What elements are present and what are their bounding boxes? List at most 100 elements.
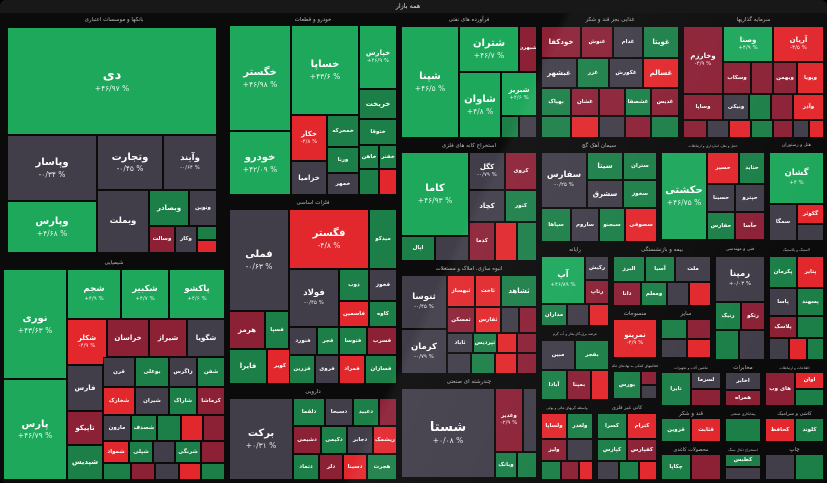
tile-فروی[interactable]: فروی — [316, 356, 338, 383]
tile[interactable] — [436, 237, 468, 260]
tile[interactable] — [662, 320, 686, 338]
tile[interactable] — [770, 339, 788, 359]
tile-حفارس[interactable]: حفارس — [708, 213, 734, 239]
tile-قرن[interactable]: قرن — [104, 358, 134, 386]
tile[interactable] — [688, 320, 710, 338]
tile-دسینا[interactable]: دسینا — [344, 455, 366, 479]
tile-فارس[interactable]: فارس — [68, 366, 102, 410]
tile-شتران[interactable]: شتران +۴۶/۷ % — [460, 27, 518, 71]
tile-فسرب[interactable]: فسرب — [368, 328, 396, 354]
tile[interactable] — [154, 442, 174, 462]
tile-سصوفی[interactable]: سصوفی — [626, 209, 656, 241]
tile[interactable] — [580, 462, 592, 479]
tile[interactable] — [496, 354, 516, 373]
tile-میدکو[interactable]: میدکو — [370, 210, 396, 268]
tile-کپارس[interactable]: کپارس — [598, 440, 626, 460]
tile-کترام[interactable]: کترام — [628, 414, 656, 438]
tile-فگستر[interactable]: فگستر -۴/۸ % — [290, 210, 368, 268]
tile-شبهرن[interactable]: شبهرن — [520, 27, 536, 71]
tile-غدیس[interactable]: غدیس — [652, 89, 678, 115]
tile-وپاسار[interactable]: وپاسار -۰/۳۴ % — [8, 136, 96, 200]
tile-حتاید[interactable]: حتاید — [740, 153, 764, 183]
tile-خراسان[interactable]: خراسان — [108, 320, 148, 356]
tile[interactable] — [790, 339, 806, 359]
tile-کحافظ[interactable]: کحافظ — [766, 419, 794, 441]
tile-کفپارس[interactable]: کفپارس — [628, 440, 656, 460]
tile-برکت[interactable]: برکت +۰/۳۱ % — [230, 399, 292, 479]
tile-حآسا[interactable]: حآسا — [736, 213, 764, 239]
tile-شپنا[interactable]: شپنا +۴۶/۵ % — [402, 27, 458, 137]
tile-فجر[interactable]: فجر — [318, 328, 338, 354]
tile-وغدیر[interactable]: وغدیر -۲/۹ % — [496, 389, 522, 451]
tile-وخارزم[interactable]: وخارزم -۴/۹ % — [684, 27, 722, 93]
tile-خساپا[interactable]: خساپا +۴۳/۶ % — [292, 26, 358, 114]
tile-خپارس[interactable]: خپارس +۴۶/۹ % — [360, 26, 396, 88]
tile-ذوب[interactable]: ذوب — [340, 270, 368, 300]
tile[interactable] — [518, 354, 536, 373]
tile-دشیمی[interactable]: دشیمی — [294, 427, 320, 453]
tile-سیتا[interactable]: سیتا — [588, 153, 622, 179]
tile-پتایر[interactable]: پتایر — [798, 257, 823, 287]
tile-گکوثر[interactable]: گکوثر — [798, 205, 823, 223]
tile-فتوسا[interactable]: فتوسا — [340, 328, 366, 354]
tile[interactable] — [498, 334, 516, 352]
tile-های وب[interactable]: های وب — [766, 373, 794, 405]
tile-کویر[interactable]: کویر — [268, 350, 292, 383]
tile-ونیکی[interactable]: ونیکی — [724, 95, 748, 119]
tile-سبجنو[interactable]: سبجنو — [600, 209, 624, 241]
tile-غدام[interactable]: غدام — [614, 27, 642, 57]
tile[interactable] — [752, 63, 772, 93]
tile[interactable] — [156, 464, 178, 479]
tile-آپ[interactable]: آپ +۴۶/۸۹ % — [542, 257, 584, 303]
tile[interactable] — [598, 462, 618, 479]
tile-کروی[interactable]: کروی — [506, 153, 536, 189]
tile-کلوند[interactable]: کلوند — [796, 419, 823, 441]
tile-غبشهر[interactable]: غبشهر — [542, 59, 576, 87]
tile[interactable] — [688, 340, 710, 357]
tile-وبصادر[interactable]: وبصادر — [150, 191, 188, 225]
tile-شیران[interactable]: شیران — [136, 388, 168, 414]
tile-فمراد[interactable]: فمراد — [340, 356, 364, 383]
tile-دعبید[interactable]: دعبید — [354, 399, 378, 425]
tile-ساروم[interactable]: ساروم — [572, 209, 598, 241]
tile-وپارس[interactable]: وپارس +۴/۶۸ % — [8, 202, 96, 252]
tile-ثشاهد[interactable]: ثشاهد — [502, 276, 536, 306]
tile-وصنا[interactable]: وصنا +۴/۹ % — [724, 27, 772, 61]
tile-ریشمک[interactable]: ریشمک — [374, 427, 396, 453]
tile-قثابت[interactable]: قثابت — [692, 419, 720, 441]
tile-رکیش[interactable]: رکیش — [586, 257, 608, 279]
tile-شبریز[interactable]: شبریز +۴/۶ % — [502, 73, 536, 115]
tile-سپاها[interactable]: سپاها — [542, 209, 570, 241]
tile-کرمان[interactable]: کرمان -۰/۷۹ % — [402, 330, 446, 373]
tile-ملت[interactable]: ملت — [676, 257, 710, 281]
tile-آریان[interactable]: آریان -۳/۵ % — [774, 27, 823, 61]
tile-دلر[interactable]: دلر — [320, 455, 342, 479]
tile-کگل[interactable]: کگل -۰/۷۹ % — [470, 153, 504, 189]
tile[interactable] — [740, 331, 764, 359]
tile-کدما[interactable]: کدما — [470, 223, 494, 260]
tile-گشان[interactable]: گشان +۴ % — [770, 153, 823, 203]
tile[interactable] — [750, 95, 770, 119]
tile-فاسمین[interactable]: فاسمین — [340, 302, 368, 326]
tile[interactable] — [708, 121, 728, 137]
tile-بفجر[interactable]: بفجر — [576, 341, 608, 369]
tile-شمواد[interactable]: شمواد — [104, 442, 128, 462]
tile-غنوش[interactable]: غنوش — [582, 27, 612, 57]
tile[interactable] — [626, 117, 650, 137]
tile-ونوین[interactable]: ونوین — [190, 191, 216, 225]
tile-دلقما[interactable]: دلقما — [294, 399, 324, 425]
tab-all-market[interactable]: همه بازار — [395, 2, 421, 10]
tile[interactable] — [796, 390, 823, 405]
tile-وآذر[interactable]: وآذر — [794, 95, 823, 119]
tile-شپدیس[interactable]: شپدیس — [68, 446, 102, 479]
tile-رمپنا[interactable]: رمپنا +۰/۰۳ % — [716, 257, 764, 301]
tile-شصدف[interactable]: شصدف — [132, 416, 156, 440]
tile-کنور[interactable]: کنور — [506, 191, 536, 221]
tile-حکشتی[interactable]: حکشتی +۴۶/۷۵ % — [662, 153, 706, 239]
tile-نمرینو[interactable]: نمرینو -۴/۹ % — [614, 320, 656, 357]
tile[interactable] — [518, 334, 536, 352]
tile[interactable] — [716, 331, 738, 359]
tile-ثاخت[interactable]: ثاخت — [476, 276, 500, 306]
tile-پاکشو[interactable]: پاکشو +۴/۶ % — [170, 270, 224, 318]
tile-پارس[interactable]: پارس +۴۶/۷۹ % — [4, 380, 66, 479]
